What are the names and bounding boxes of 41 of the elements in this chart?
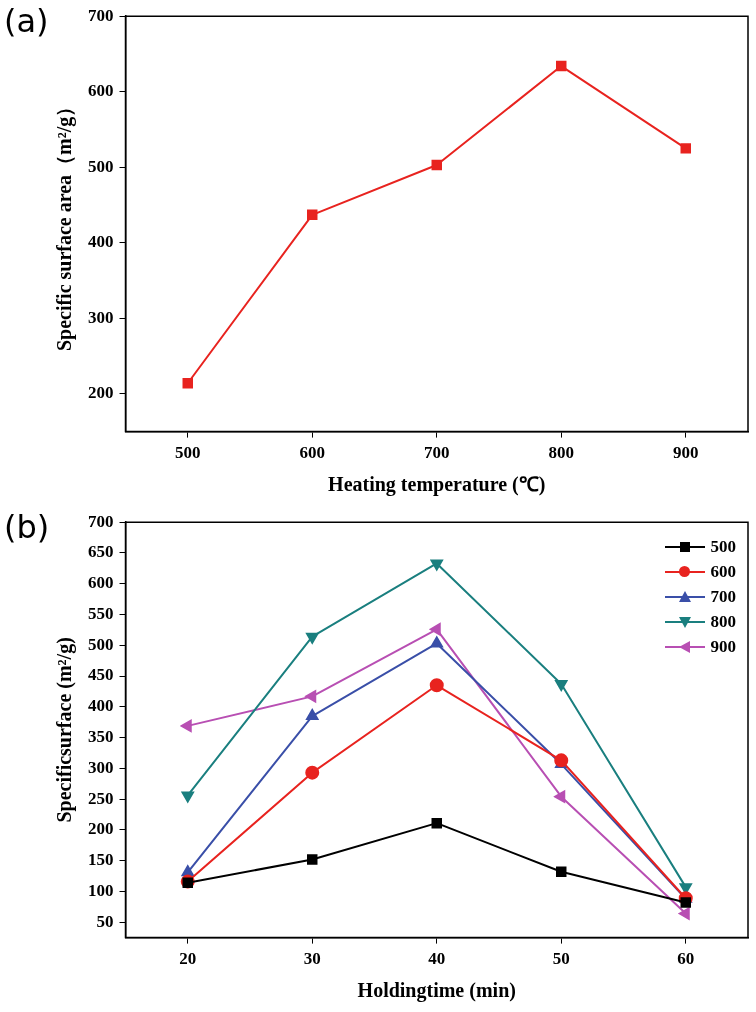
x-tick-label: 800 — [548, 443, 574, 463]
text: (b) — [4, 508, 50, 546]
y-tick-label: 600 — [88, 573, 114, 593]
x-tick-label: 700 — [424, 443, 450, 463]
y-tick-label: 400 — [88, 696, 114, 716]
y-tick-label: 250 — [88, 788, 114, 808]
y-tick-label: 700 — [88, 5, 114, 25]
y-axis-title: Specificsurface (m²/g) — [53, 637, 77, 823]
x-tick-label: 600 — [299, 443, 325, 463]
y-tick-label: 600 — [88, 81, 114, 101]
y-tick-label: 50 — [96, 911, 114, 931]
legend-label: 500 — [710, 536, 736, 557]
y-tick-label: 700 — [88, 511, 114, 531]
x-tick-label: 30 — [303, 949, 321, 969]
y-tick-label: 150 — [88, 850, 114, 870]
y-tick-label: 200 — [88, 819, 114, 839]
y-axis-title: Specific surface area（m²/g） — [53, 96, 77, 352]
y-tick-label: 550 — [88, 603, 114, 623]
y-tick-label: 300 — [88, 757, 114, 777]
y-tick-label: 350 — [88, 726, 114, 746]
x-tick-label: 500 — [175, 443, 201, 463]
legend-label: 600 — [710, 561, 736, 582]
x-axis-title: Holdingtime (min) — [357, 979, 516, 1003]
x-tick-label: 40 — [428, 949, 446, 969]
y-tick-label: 300 — [88, 307, 114, 327]
x-tick-label: 20 — [179, 949, 197, 969]
x-axis-title: Heating temperature (℃) — [328, 473, 546, 497]
x-tick-label: 60 — [677, 949, 695, 969]
x-tick-label: 50 — [552, 949, 570, 969]
legend-label: 900 — [710, 636, 736, 657]
legend-label: 800 — [710, 611, 736, 632]
y-tick-label: 450 — [88, 665, 114, 685]
y-tick-label: 500 — [88, 156, 114, 176]
y-tick-label: 650 — [88, 542, 114, 562]
text: (a) — [4, 2, 49, 40]
y-tick-label: 400 — [88, 232, 114, 252]
y-tick-label: 200 — [88, 383, 114, 403]
x-tick-label: 900 — [673, 443, 699, 463]
y-tick-label: 500 — [88, 634, 114, 654]
legend-label: 700 — [710, 586, 736, 607]
y-tick-label: 100 — [88, 880, 114, 900]
